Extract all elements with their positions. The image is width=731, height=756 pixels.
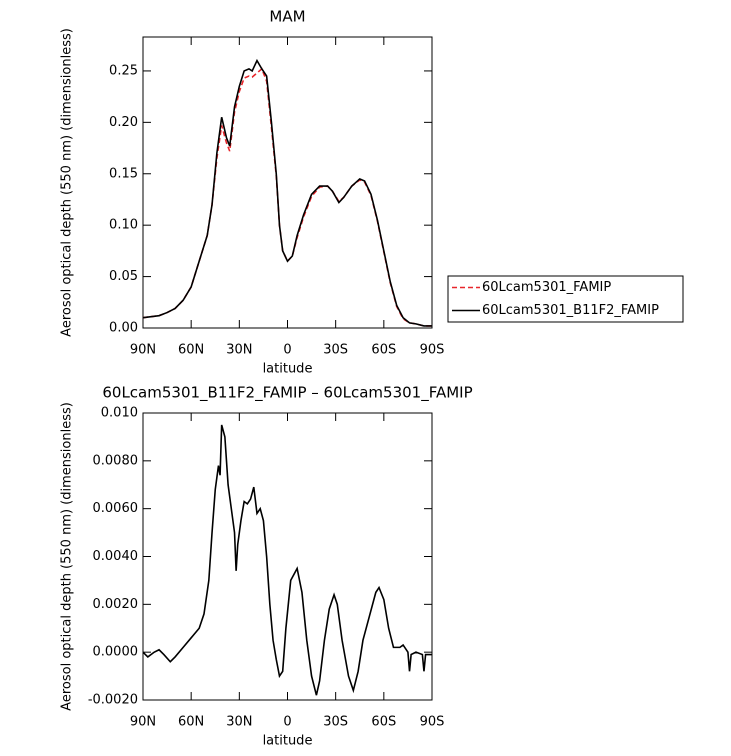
x-tick-label: 90S xyxy=(420,343,445,358)
data-line xyxy=(142,58,432,327)
x-axis-label: latitude xyxy=(263,734,313,749)
x-tick-label: 30S xyxy=(323,343,348,358)
y-tick-label: -0.0020 xyxy=(88,693,138,708)
x-tick-label: 30N xyxy=(226,343,252,358)
legend-label: 60Lcam5301_FAMIP xyxy=(482,280,611,295)
y-tick-label: 0.010 xyxy=(101,406,138,421)
x-tick-label: 30S xyxy=(323,715,348,730)
y-tick-label: 0.10 xyxy=(109,218,138,233)
y-axis-label: Aerosol optical depth (550 nm) (dimensio… xyxy=(60,28,75,337)
y-tick-label: 0.15 xyxy=(109,166,138,181)
y-tick-label: 0.0060 xyxy=(93,501,139,516)
chart-title: MAM xyxy=(269,8,305,26)
x-tick-label: 0 xyxy=(283,715,291,730)
x-tick-label: 90N xyxy=(130,715,156,730)
x-tick-label: 60N xyxy=(178,343,204,358)
y-tick-label: 0.0080 xyxy=(93,453,139,468)
plot-frame xyxy=(142,412,433,701)
legend-box xyxy=(447,275,684,323)
y-tick-label: 0.25 xyxy=(109,63,138,78)
x-tick-label: 90N xyxy=(130,343,156,358)
y-tick-label: 0.0000 xyxy=(93,645,139,660)
data-line xyxy=(142,67,432,327)
x-tick-label: 60S xyxy=(371,343,396,358)
y-tick-label: 0.00 xyxy=(109,321,138,336)
y-tick-label: 0.20 xyxy=(109,115,138,130)
x-tick-label: 90S xyxy=(420,715,445,730)
y-tick-label: 0.0020 xyxy=(93,597,139,612)
y-axis-label: Aerosol optical depth (550 nm) (dimensio… xyxy=(60,402,75,711)
y-tick-label: 0.0040 xyxy=(93,549,139,564)
x-tick-label: 0 xyxy=(283,343,291,358)
x-tick-label: 30N xyxy=(226,715,252,730)
chart-title: 60Lcam5301_B11F2_FAMIP – 60Lcam5301_FAMI… xyxy=(102,384,472,403)
plot-frame xyxy=(142,36,433,329)
x-tick-label: 60S xyxy=(371,715,396,730)
x-tick-label: 60N xyxy=(178,715,204,730)
x-axis-label: latitude xyxy=(263,362,313,377)
data-line xyxy=(142,424,432,696)
y-tick-label: 0.05 xyxy=(109,269,138,284)
legend-label: 60Lcam5301_B11F2_FAMIP xyxy=(482,303,659,318)
